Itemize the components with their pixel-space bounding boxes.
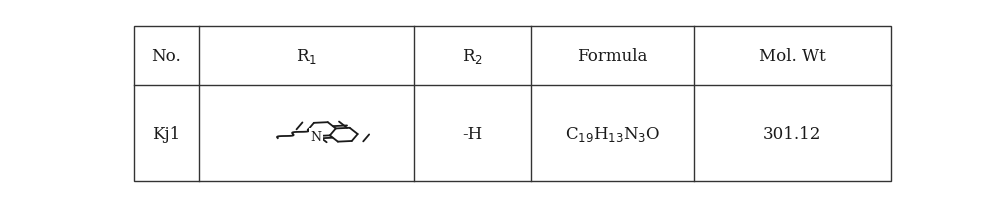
Text: -H: -H bbox=[463, 125, 483, 142]
Text: R$_1$: R$_1$ bbox=[296, 47, 317, 66]
Text: R$_2$: R$_2$ bbox=[462, 47, 483, 66]
Text: C$_{19}$H$_{13}$N$_3$O: C$_{19}$H$_{13}$N$_3$O bbox=[565, 124, 660, 143]
Text: Kj1: Kj1 bbox=[152, 125, 181, 142]
Text: Mol. Wt: Mol. Wt bbox=[759, 48, 826, 64]
Text: Formula: Formula bbox=[578, 48, 648, 64]
Text: N: N bbox=[310, 130, 321, 143]
Text: 301.12: 301.12 bbox=[763, 125, 822, 142]
Text: No.: No. bbox=[152, 48, 181, 64]
